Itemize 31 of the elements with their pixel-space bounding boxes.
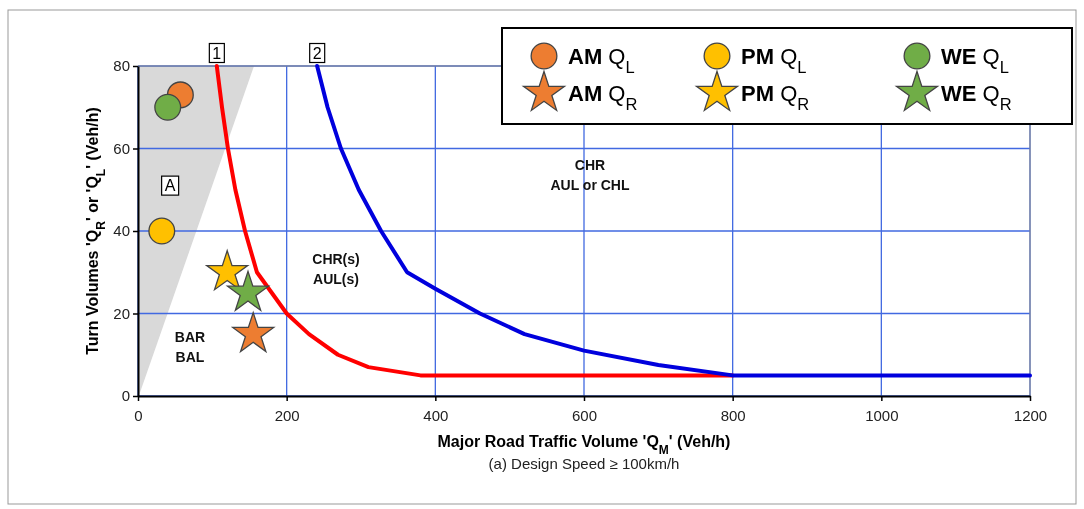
point [148, 217, 176, 245]
y-tick-label: 80 [113, 57, 130, 75]
x-tick-label: 1200 [1013, 406, 1048, 424]
y-tick-label: 20 [113, 304, 130, 322]
legend-label: PM Q$_{R}$ [741, 81, 810, 113]
x-tick-label: 1000 [865, 406, 899, 424]
legend-label: AM Q$_{R}$ [568, 81, 638, 113]
point [232, 311, 275, 353]
y-tick-label: 0 [121, 387, 130, 405]
x-tick-label: 0 [134, 406, 143, 424]
point [154, 93, 182, 121]
legend-label: WE Q$_{L}$ [941, 44, 1009, 76]
point [206, 250, 249, 291]
x-tick-label: 800 [720, 406, 746, 424]
legend-label: WE Q$_{R}$ [941, 81, 1012, 113]
annotation: BAR BAL [174, 329, 206, 365]
annotation: 1 [212, 44, 222, 62]
x-axis-title: Major Road Traffic Volume 'Q$_{M}$' (Veh/h) [437, 433, 731, 457]
annotation: CHR AUL or CHL [550, 157, 630, 193]
legend-label: PM Q$_{L}$ [741, 44, 807, 76]
y-tick-label: 40 [113, 222, 130, 240]
legend-label: AM Q$_{L}$ [568, 44, 635, 76]
x-tick-label: 200 [274, 406, 300, 424]
annotation: 2 [312, 44, 322, 62]
annotation: CHR(s) AUL(s) [312, 251, 360, 287]
x-tick-label: 600 [571, 406, 598, 424]
point [226, 270, 270, 311]
annotation: A [164, 177, 176, 195]
text: (a) Design Speed ≥ 100km/h [488, 455, 680, 472]
y-tick-label: 60 [113, 139, 130, 157]
x-tick-label: 400 [423, 406, 449, 424]
